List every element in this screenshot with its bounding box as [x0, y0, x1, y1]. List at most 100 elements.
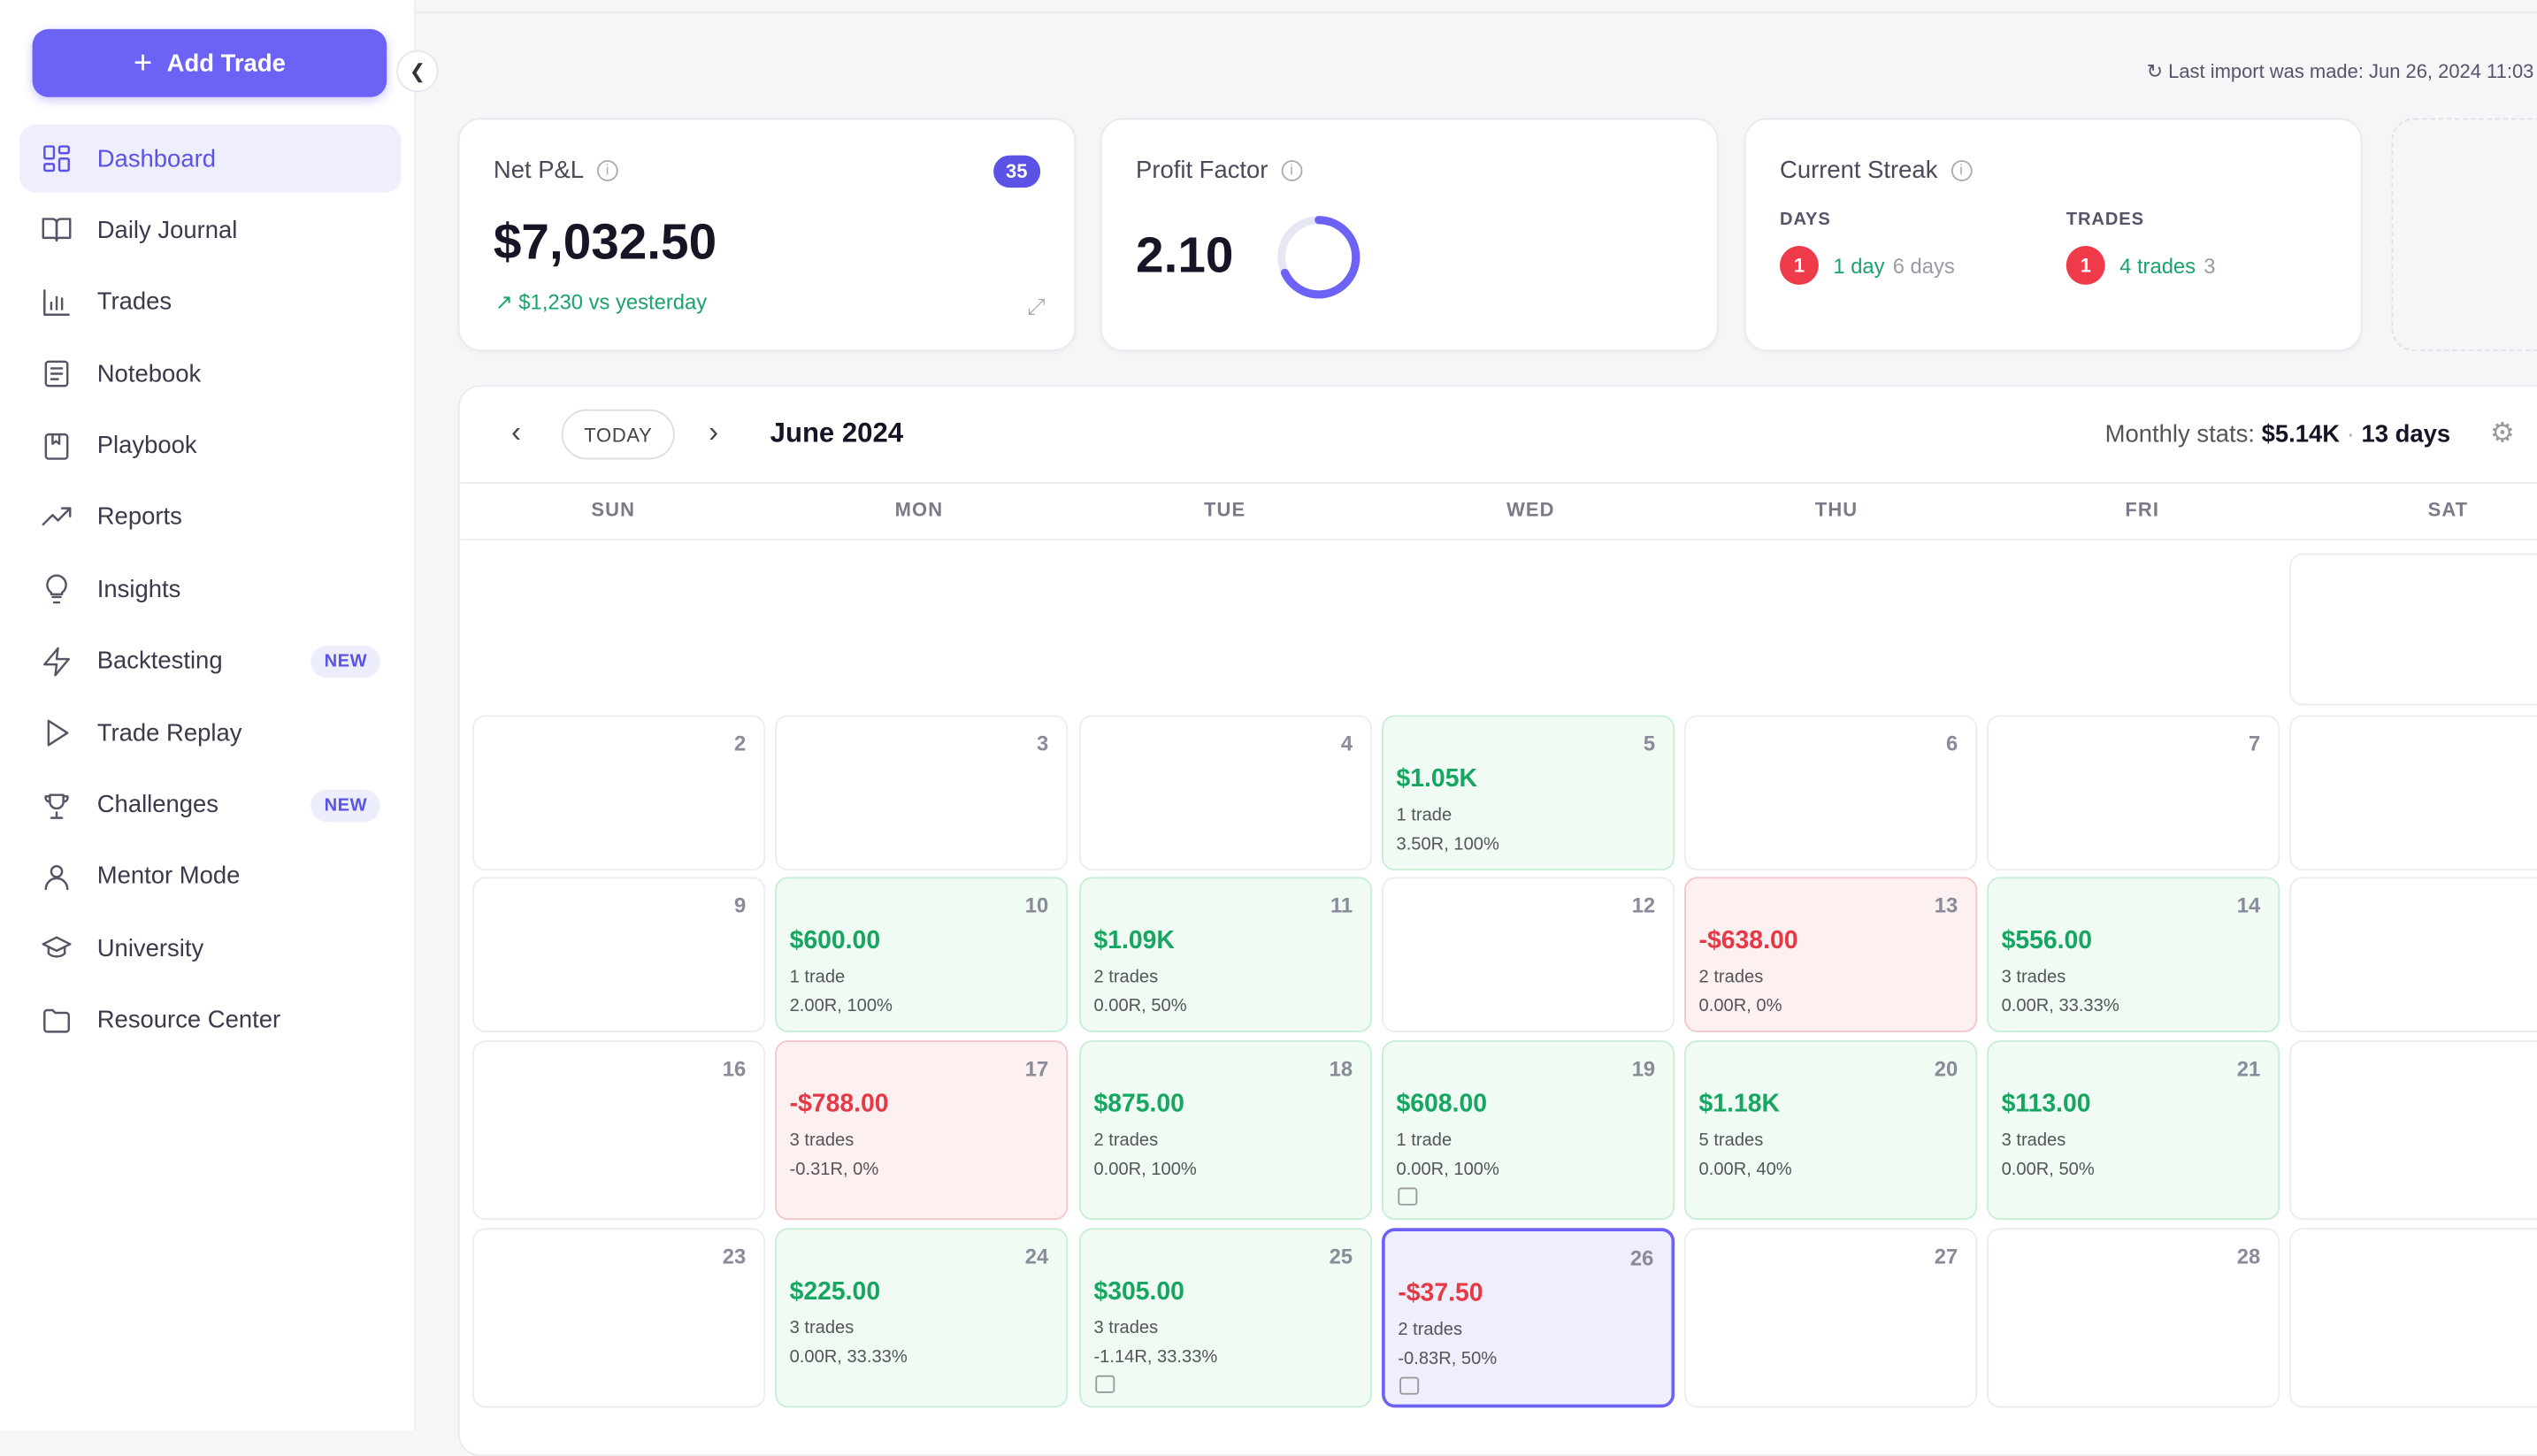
day-trade-count: 2 trades	[1093, 967, 1159, 987]
calendar-day-23[interactable]: 23	[472, 1228, 766, 1408]
calendar-day-1[interactable]: 1	[2289, 553, 2537, 706]
last-import-status: ↻ Last import was made: Jun 26, 2024 11:…	[2147, 60, 2534, 83]
info-icon[interactable]: i	[1281, 160, 1302, 181]
calendar-day-28[interactable]: 28	[1987, 1228, 2280, 1408]
weekday-fri: FRI	[2125, 498, 2160, 521]
calendar-day-25[interactable]: 25 $305.00 3 trades -1.14R, 33.33%	[1079, 1228, 1373, 1408]
calendar-day-19[interactable]: 19 $608.00 1 trade 0.00R, 100%	[1382, 1040, 1675, 1221]
calendar-day-12[interactable]: 12	[1382, 877, 1675, 1032]
calendar-day-13[interactable]: 13 -$638.00 2 trades 0.00R, 0%	[1684, 877, 1978, 1032]
calendar-day-14[interactable]: 14 $556.00 3 trades 0.00R, 33.33%	[1987, 877, 2280, 1032]
sidebar-item-notebook[interactable]: Notebook	[19, 340, 402, 408]
day-number: 11	[1330, 893, 1353, 918]
sidebar-item-backtesting[interactable]: Backtesting NEW	[19, 627, 402, 695]
sidebar-item-label: Daily Journal	[96, 216, 238, 244]
gear-icon[interactable]: ⚙	[2489, 417, 2515, 448]
day-number: 6	[1945, 731, 1958, 756]
add-widget-placeholder[interactable]	[2391, 118, 2537, 351]
calendar-day-29[interactable]: 29	[2289, 1228, 2537, 1408]
calendar-day-26[interactable]: 26 -$37.50 2 trades -0.83R, 50%	[1382, 1228, 1675, 1408]
sidebar-item-mentor-mode[interactable]: Mentor Mode	[19, 843, 402, 911]
sidebar-item-label: Mentor Mode	[96, 862, 241, 891]
calendar-day-7[interactable]: 7	[1987, 715, 2280, 871]
day-stats: 2.00R, 100%	[789, 996, 893, 1016]
today-button[interactable]: TODAY	[561, 409, 676, 460]
journal-note-icon[interactable]	[1095, 1375, 1115, 1393]
chevron-left-icon[interactable]: ‹	[510, 416, 521, 448]
day-number: 7	[2249, 731, 2261, 756]
profit-factor-card[interactable]: Profit Factor i 2.10	[1100, 118, 1719, 351]
day-number: 4	[1340, 731, 1353, 756]
day-number: 5	[1643, 731, 1656, 756]
lightning-icon	[39, 643, 74, 678]
calendar-day-16[interactable]: 16	[472, 1040, 766, 1221]
streak-title-text: Current Streak	[1780, 157, 1938, 185]
calendar-day-4[interactable]: 4	[1079, 715, 1373, 871]
sidebar-item-dashboard[interactable]: Dashboard	[19, 124, 402, 193]
sidebar-item-reports[interactable]: Reports	[19, 484, 402, 552]
notebook-icon	[39, 356, 74, 392]
sidebar-item-label: Resource Center	[96, 1007, 281, 1035]
monthly-stats: Monthly stats: $5.14K · 13 days	[2104, 420, 2451, 448]
sidebar-item-challenges[interactable]: Challenges NEW	[19, 771, 402, 839]
journal-note-icon[interactable]	[1399, 1376, 1420, 1395]
day-trade-count: 3 trades	[1093, 1318, 1159, 1338]
day-number: 12	[1631, 893, 1656, 918]
add-trade-label: Add Trade	[166, 49, 286, 77]
current-streak-card[interactable]: Current Streak i DAYS 1 1 day 6 days TRA…	[1744, 118, 2363, 351]
calendar-day-27[interactable]: 27	[1684, 1228, 1978, 1408]
calendar-day-5[interactable]: 5 $1.05K 1 trade 3.50R, 100%	[1382, 715, 1675, 871]
month-title: June 2024	[770, 417, 904, 448]
day-trade-count: 3 trades	[2001, 967, 2066, 987]
expand-icon[interactable]: ⤢	[1027, 293, 1046, 319]
sidebar-item-resource-center[interactable]: Resource Center	[19, 986, 402, 1054]
journal-note-icon[interactable]	[1398, 1187, 1418, 1206]
calendar-day-8[interactable]: 8	[2289, 715, 2537, 871]
day-trade-count: 2 trades	[1093, 1130, 1159, 1151]
calendar-day-21[interactable]: 21 $113.00 3 trades 0.00R, 50%	[1987, 1040, 2280, 1221]
calendar-day-10[interactable]: 10 $600.00 1 trade 2.00R, 100%	[775, 877, 1069, 1032]
net-pnl-delta-text: $1,230 vs yesterday	[518, 289, 708, 314]
calendar-day-20[interactable]: 20 $1.18K 5 trades 0.00R, 40%	[1684, 1040, 1978, 1221]
day-trade-count: 2 trades	[1398, 1320, 1463, 1340]
collapse-sidebar-button[interactable]: ❮	[396, 50, 439, 93]
chevron-right-icon[interactable]: ›	[709, 416, 719, 448]
chevron-left-icon: ❮	[409, 59, 426, 83]
sidebar-item-daily-journal[interactable]: Daily Journal	[19, 196, 402, 264]
net-pnl-card[interactable]: Net P&L i 35 $7,032.50 ↗ $1,230 vs yeste…	[457, 118, 1077, 351]
day-trade-count: 1 trade	[1396, 805, 1452, 825]
calendar-day-11[interactable]: 11 $1.09K 2 trades 0.00R, 50%	[1079, 877, 1373, 1032]
sidebar-item-insights[interactable]: Insights	[19, 556, 402, 624]
sidebar-item-playbook[interactable]: Playbook	[19, 412, 402, 480]
calendar-day-3[interactable]: 3	[775, 715, 1069, 871]
sidebar-item-trades[interactable]: Trades	[19, 268, 402, 336]
calendar-day-24[interactable]: 24 $225.00 3 trades 0.00R, 33.33%	[775, 1228, 1069, 1408]
new-badge: NEW	[310, 645, 380, 678]
trade-count-badge: 35	[993, 155, 1041, 188]
day-trade-count: 1 trade	[1396, 1130, 1452, 1151]
calendar-day-6[interactable]: 6	[1684, 715, 1978, 871]
day-stats: 0.00R, 33.33%	[2001, 996, 2119, 1016]
sidebar-item-university[interactable]: University	[19, 915, 402, 983]
sidebar-item-trade-replay[interactable]: Trade Replay	[19, 699, 402, 767]
calendar-day-2[interactable]: 2	[472, 715, 766, 871]
calendar-day-18[interactable]: 18 $875.00 2 trades 0.00R, 100%	[1079, 1040, 1373, 1221]
calendar-day-9[interactable]: 9	[472, 877, 766, 1032]
folder-icon	[39, 1002, 74, 1038]
new-badge: NEW	[310, 788, 380, 822]
refresh-icon: ↻	[2146, 59, 2164, 83]
add-trade-button[interactable]: + Add Trade	[32, 28, 387, 97]
day-number: 10	[1024, 893, 1049, 918]
net-pnl-title-text: Net P&L	[493, 157, 585, 185]
calendar-day-17[interactable]: 17 -$788.00 3 trades -0.31R, 0%	[775, 1040, 1069, 1221]
day-stats: -0.31R, 0%	[789, 1160, 879, 1180]
day-number: 24	[1024, 1244, 1049, 1269]
info-icon[interactable]: i	[1951, 160, 1972, 181]
day-pnl: $1.09K	[1093, 927, 1175, 955]
sidebar: + Add Trade Dashboard Daily Journal Trades…	[0, 0, 417, 1430]
day-number: 16	[722, 1056, 747, 1081]
calendar-day-15[interactable]: 15	[2289, 877, 2537, 1032]
trending-up-icon	[39, 500, 74, 535]
calendar-day-22[interactable]: 22	[2289, 1040, 2537, 1221]
info-icon[interactable]: i	[596, 160, 618, 181]
